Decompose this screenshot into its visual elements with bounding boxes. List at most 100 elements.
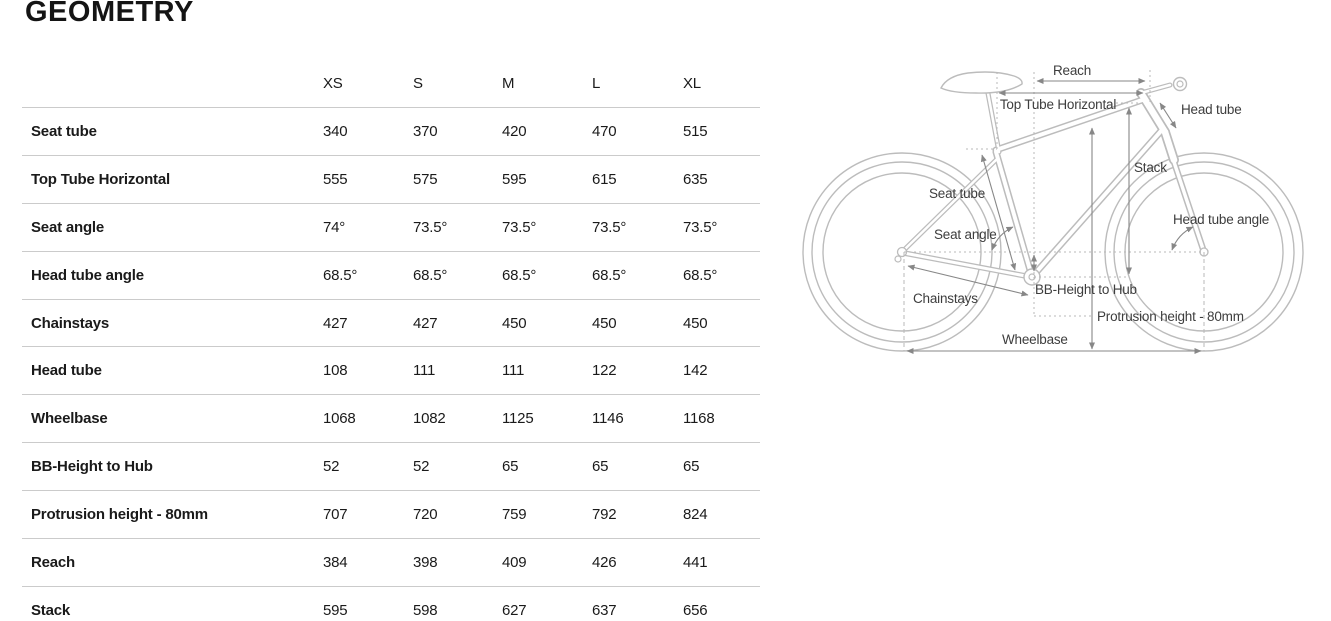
row-label: Top Tube Horizontal [31, 170, 170, 188]
cell-value: 598 [413, 601, 438, 619]
handlebar-grip [1172, 76, 1188, 92]
cell-value: 470 [592, 122, 617, 140]
cell-value: 74° [323, 218, 346, 236]
table-row: BB-Height to Hub 52 52 65 65 65 [22, 443, 760, 492]
cell-value: 427 [323, 314, 348, 332]
row-label: Seat angle [31, 218, 105, 236]
cell-value: 792 [592, 506, 617, 524]
cell-value: 450 [502, 314, 527, 332]
table-row: Stack 595 598 627 637 656 [22, 587, 760, 621]
cell-value: 759 [502, 506, 527, 524]
cell-value: 68.5° [683, 266, 718, 284]
label-seat-angle: Seat angle [934, 227, 997, 242]
cell-value: 595 [502, 170, 527, 188]
table-row: Top Tube Horizontal 555 575 595 615 635 [22, 156, 760, 204]
table-row: Seat tube 340 370 420 470 515 [22, 108, 760, 156]
dimension-arrows [906, 78, 1202, 354]
cell-value: 111 [502, 362, 525, 380]
cell-value: 656 [683, 601, 708, 619]
row-label: Seat tube [31, 122, 97, 140]
saddle [940, 71, 1023, 94]
cell-value: 52 [413, 458, 430, 476]
label-bb-height-to-hub: BB-Height to Hub [1035, 282, 1137, 297]
table-row: Head tube angle 68.5° 68.5° 68.5° 68.5° 68.5° [22, 252, 760, 300]
cell-value: 398 [413, 553, 438, 571]
row-label: Chainstays [31, 314, 110, 332]
label-reach: Reach [1053, 63, 1091, 78]
handlebar-grip-inner [1176, 80, 1184, 88]
cell-value: 384 [323, 553, 348, 571]
cell-value: 441 [683, 553, 708, 571]
cell-value: 73.5° [592, 218, 627, 236]
cell-value: 73.5° [502, 218, 537, 236]
cell-value: 73.5° [413, 218, 448, 236]
label-head-tube: Head tube [1181, 102, 1242, 117]
head-tube-arrow [1159, 102, 1177, 129]
row-label: Reach [31, 553, 76, 571]
cell-value: 68.5° [592, 266, 627, 284]
label-protrusion-height: Protrusion height - 80mm [1097, 309, 1244, 324]
row-label: Head tube [31, 362, 102, 380]
label-stack: Stack [1134, 160, 1167, 175]
row-label: BB-Height to Hub [31, 458, 153, 476]
cell-value: 65 [592, 458, 609, 476]
row-label: Protrusion height - 80mm [31, 506, 208, 524]
cell-value: 142 [683, 362, 708, 380]
cell-value: 627 [502, 601, 527, 619]
seat-angle-arc [991, 226, 1014, 251]
chainstays-arrow [907, 264, 1029, 297]
table-row: Head tube 108 111 111 122 142 [22, 347, 760, 396]
cell-value: 1082 [413, 410, 446, 428]
cell-value: 68.5° [323, 266, 358, 284]
row-label: Wheelbase [31, 410, 108, 428]
table-row: Reach 384 398 409 426 441 [22, 539, 760, 587]
cell-value: 122 [592, 362, 617, 380]
cell-value: 108 [323, 362, 348, 380]
table-row: Seat angle 74° 73.5° 73.5° 73.5° 73.5° [22, 204, 760, 252]
table-row: Wheelbase 1068 1082 1125 1146 1168 [22, 395, 760, 444]
cell-value: 450 [683, 314, 708, 332]
cell-value: 450 [592, 314, 617, 332]
construction-lines [903, 70, 1205, 351]
cell-value: 427 [413, 314, 438, 332]
page-title: GEOMETRY [25, 0, 194, 28]
cell-value: 1146 [592, 410, 624, 428]
head-tube-angle-arc [1171, 226, 1194, 251]
column-header: XS [323, 75, 343, 92]
cell-value: 52 [323, 458, 340, 476]
cell-value: 635 [683, 170, 708, 188]
column-header: L [592, 75, 601, 92]
cell-value: 73.5° [683, 218, 718, 236]
cell-value: 707 [323, 506, 348, 524]
seat-tube-arrow [980, 154, 1017, 271]
label-chainstays: Chainstays [913, 291, 978, 306]
cell-value: 420 [502, 122, 527, 140]
geometry-table: XS S M L XL Seat tube 340 370 420 470 515 Top Tube … [22, 60, 760, 621]
cell-value: 65 [683, 458, 700, 476]
cell-value: 637 [592, 601, 617, 619]
cell-value: 409 [502, 553, 527, 571]
rear-derailleur [894, 255, 902, 263]
cell-value: 720 [413, 506, 438, 524]
cell-value: 426 [592, 553, 617, 571]
table-header-row: XS S M L XL [22, 60, 760, 108]
table-row: Protrusion height - 80mm 707 720 759 792 824 [22, 491, 760, 540]
label-wheelbase: Wheelbase [1002, 332, 1068, 347]
cell-value: 68.5° [502, 266, 537, 284]
cell-value: 515 [683, 122, 708, 140]
cell-value: 555 [323, 170, 348, 188]
label-head-tube-angle: Head tube angle [1173, 212, 1269, 227]
cell-value: 1068 [323, 410, 356, 428]
cell-value: 595 [323, 601, 348, 619]
bike-geometry-diagram: Reach Top Tube Horizontal Head tube Stac… [802, 63, 1304, 354]
column-header: XL [683, 75, 701, 92]
cell-value: 340 [323, 122, 348, 140]
cell-value: 370 [413, 122, 438, 140]
cell-value: 824 [683, 506, 708, 524]
column-header: M [502, 75, 515, 92]
label-seat-tube: Seat tube [929, 186, 985, 201]
cell-value: 111 [413, 362, 436, 380]
cell-value: 68.5° [413, 266, 448, 284]
cell-value: 615 [592, 170, 617, 188]
